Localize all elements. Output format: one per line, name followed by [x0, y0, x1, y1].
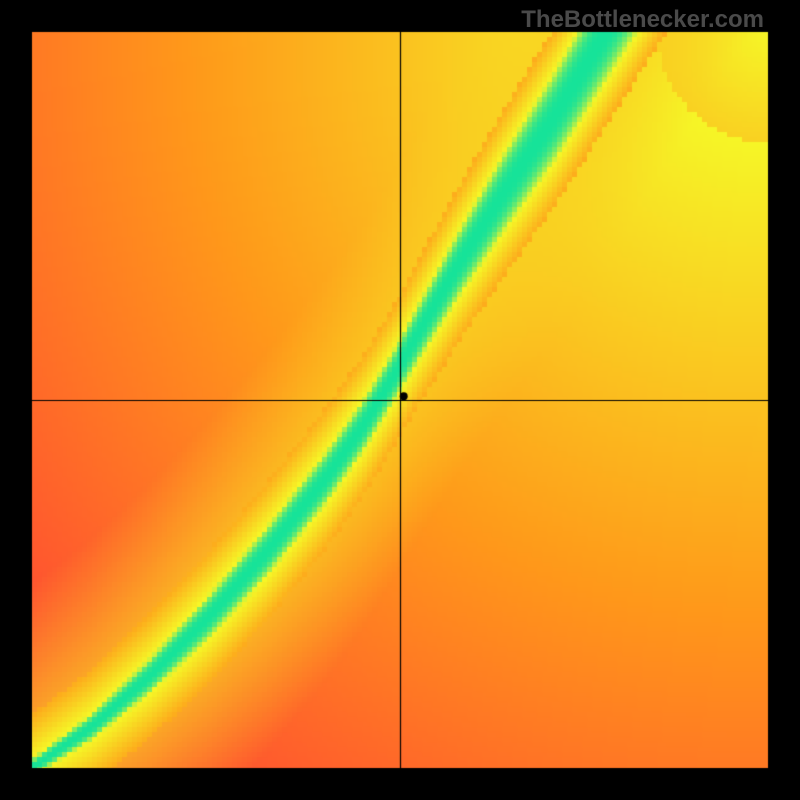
bottleneck-heatmap — [0, 0, 800, 800]
watermark-text: TheBottlenecker.com — [521, 6, 764, 34]
chart-container: TheBottlenecker.com — [0, 0, 800, 800]
